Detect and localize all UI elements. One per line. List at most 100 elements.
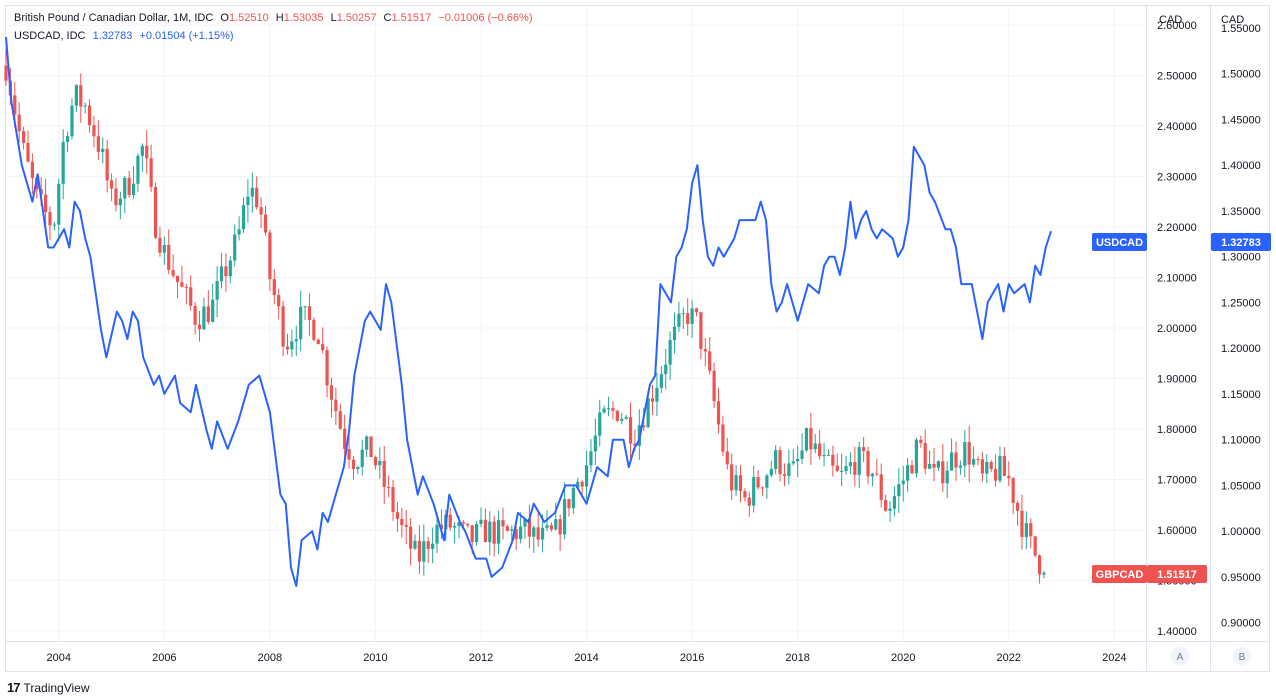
candle-body — [1033, 536, 1037, 556]
scale-a-tick-label: 2.20000 — [1157, 222, 1197, 234]
candle-body — [52, 224, 56, 226]
scale-a-tick-label: 1.70000 — [1157, 474, 1197, 486]
candle-body — [224, 266, 228, 277]
candle-body — [523, 518, 527, 527]
candle-body — [109, 180, 114, 189]
candle-body — [558, 519, 562, 535]
scale-a-button-label: A — [1177, 652, 1184, 663]
candle-body — [540, 527, 545, 540]
candle-body — [919, 439, 923, 444]
candle-body — [813, 443, 817, 450]
price-scale-a[interactable]: 1.400001.500001.600001.700001.800001.900… — [1157, 20, 1197, 638]
candle-body — [853, 462, 857, 475]
candle-body — [611, 408, 615, 411]
candle-body — [1011, 478, 1015, 503]
candle-body — [545, 525, 549, 528]
candle-body — [985, 461, 989, 474]
candle-body — [822, 454, 826, 457]
candle-body — [870, 473, 875, 477]
candle-body — [338, 411, 342, 429]
candle-body — [840, 470, 844, 472]
candle-body — [976, 459, 980, 461]
candle-body — [655, 387, 659, 402]
scale-b-tick-label: 1.30000 — [1221, 252, 1261, 264]
candle-body — [356, 467, 360, 470]
candle-body — [13, 95, 17, 115]
candle-body — [57, 183, 61, 225]
candle-body — [233, 234, 237, 261]
candle-body — [448, 514, 452, 528]
candle-body — [431, 543, 435, 549]
candle-body — [87, 105, 92, 126]
candle-body — [189, 287, 193, 306]
gbpcad-legend[interactable]: British Pound / Canadian Dollar, 1M, IDC… — [14, 12, 536, 24]
candle-body — [105, 148, 109, 181]
candle-body — [954, 452, 958, 468]
candle-body — [373, 457, 378, 466]
scale-b-button[interactable]: B — [1233, 647, 1251, 665]
candle-body — [136, 155, 140, 184]
candle-body — [787, 463, 791, 476]
candle-body — [708, 351, 712, 371]
candle-body — [193, 305, 197, 325]
candle-body — [387, 486, 391, 488]
candle-body — [650, 398, 655, 402]
candle-body — [699, 312, 703, 350]
candle-body — [360, 449, 364, 468]
candle-body — [980, 459, 984, 474]
candle-body — [475, 524, 479, 543]
candle-body — [562, 499, 567, 535]
candle-body — [343, 428, 347, 449]
candle-body — [589, 451, 593, 466]
candle-body — [703, 349, 707, 352]
candle-body — [941, 461, 945, 484]
candle-body — [250, 187, 254, 197]
candle-body — [43, 194, 48, 213]
tradingview-logo[interactable]: 17 TradingView — [7, 680, 90, 695]
usdcad-legend[interactable]: USDCAD, IDC 1.32783 +0.01504 (+1.15%) — [14, 30, 238, 42]
candle-body — [567, 499, 571, 509]
scale-b-tick-label: 1.20000 — [1221, 343, 1261, 355]
scale-a-button-bg[interactable] — [1171, 647, 1189, 665]
time-scale[interactable]: 2004 2006 2008 2010 2012 2014 2016 2018 2020 2022… — [47, 652, 1127, 664]
candle-body — [197, 324, 202, 330]
candle-body — [928, 463, 932, 469]
tradingview-logo-icon: 17 — [7, 680, 21, 695]
open-label: O — [220, 12, 229, 24]
scale-b-tick-label: 1.05000 — [1221, 480, 1261, 492]
price-scale-b[interactable]: 0.90000 0.95000 1.00000 1.05000 1.10000 1.150… — [1221, 23, 1261, 630]
usdcad-legend-value: 1.32783 — [92, 30, 133, 42]
time-tick-label: 2006 — [152, 652, 176, 664]
candle-body — [167, 245, 171, 271]
scale-b-tick-label: 1.10000 — [1221, 435, 1261, 447]
scale-a-button[interactable]: A — [1171, 647, 1189, 665]
candle-body — [206, 306, 210, 322]
candle-body — [721, 424, 725, 452]
time-tick-label: 2020 — [891, 652, 915, 664]
candle-body — [92, 125, 96, 137]
candle-body — [30, 161, 34, 178]
candle-body — [628, 417, 633, 444]
scale-a-tick-label: 1.80000 — [1157, 424, 1197, 436]
scale-b-tick-label: 1.00000 — [1221, 526, 1261, 538]
candle-body — [422, 541, 426, 562]
candle-body — [646, 398, 650, 428]
candle-body — [219, 266, 224, 282]
candle-body — [862, 447, 866, 452]
chart-grid — [6, 5, 1146, 641]
candle-body — [598, 412, 602, 436]
time-tick-label: 2008 — [258, 652, 282, 664]
scale-a-tick-label: 2.40000 — [1157, 121, 1197, 133]
gbpcad-badge-value: 1.51517 — [1157, 569, 1197, 581]
usdcad-name-badge — [1092, 233, 1147, 251]
scale-b-tick-label: 1.15000 — [1221, 389, 1261, 401]
candle-body — [1029, 523, 1033, 537]
candle-body — [690, 308, 694, 324]
scale-b-button-bg[interactable] — [1233, 647, 1251, 665]
candle-body — [602, 408, 606, 413]
candle-body — [760, 487, 765, 489]
candle-body — [329, 385, 334, 400]
candle-body — [277, 295, 281, 307]
scale-a-tick-label: 2.00000 — [1157, 323, 1197, 335]
